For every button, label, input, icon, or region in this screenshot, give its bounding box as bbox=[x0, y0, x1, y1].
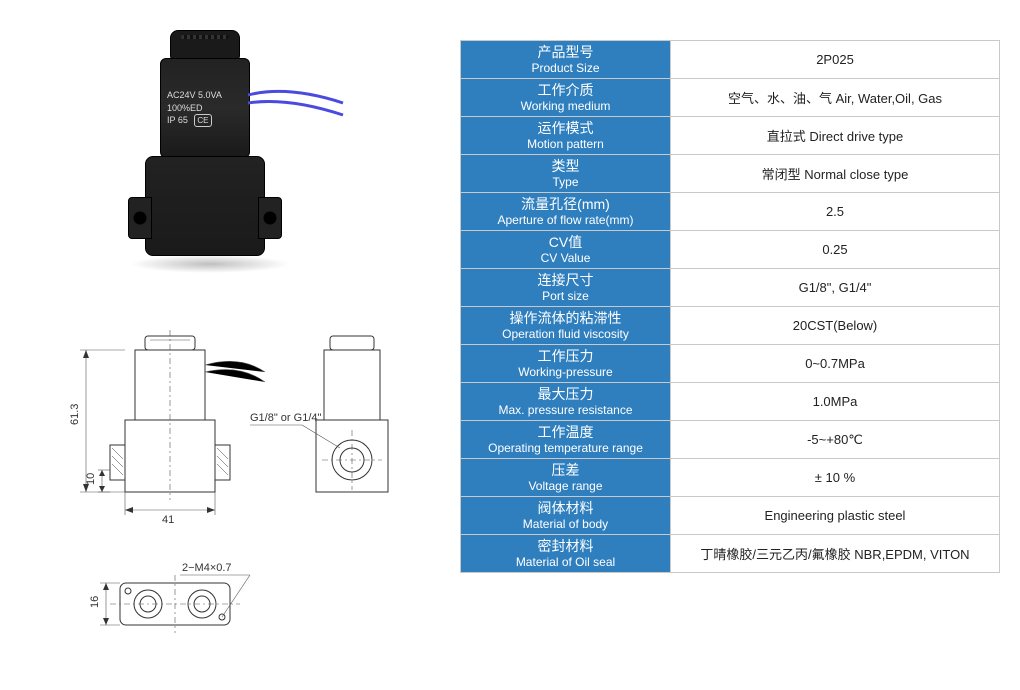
table-row: 运作模式Motion pattern直拉式 Direct drive type bbox=[461, 117, 1000, 155]
spec-label-en: Material of Oil seal bbox=[471, 555, 660, 569]
spec-label-en: Working-pressure bbox=[471, 365, 660, 379]
product-photo: AC24V 5.0VA 100%ED IP 65 CE bbox=[90, 30, 370, 290]
spec-label-en: Port size bbox=[471, 289, 660, 303]
coil-label-line2: 100%ED bbox=[167, 103, 203, 113]
dim-thread: 2−M4×0.7 bbox=[182, 562, 232, 574]
table-row: 最大压力Max. pressure resistance1.0MPa bbox=[461, 383, 1000, 421]
spec-value-cell: 空气、水、油、气 Air, Water,Oil, Gas bbox=[671, 79, 1000, 117]
spec-label-cell: 最大压力Max. pressure resistance bbox=[461, 383, 671, 421]
coil-label-line1: AC24V 5.0VA bbox=[167, 89, 243, 102]
ce-mark-icon: CE bbox=[194, 114, 211, 127]
spec-value-cell: G1/8", G1/4" bbox=[671, 269, 1000, 307]
spec-label-en: Working medium bbox=[471, 99, 660, 113]
spec-label-cell: 连接尺寸Port size bbox=[461, 269, 671, 307]
spec-label-cell: 密封材料Material of Oil seal bbox=[461, 535, 671, 573]
table-row: 压差Voltage range± 10 % bbox=[461, 459, 1000, 497]
table-row: 密封材料Material of Oil seal丁晴橡胶/三元乙丙/氟橡胶 NB… bbox=[461, 535, 1000, 573]
spec-label-cell: 运作模式Motion pattern bbox=[461, 117, 671, 155]
spec-value-cell: 常闭型 Normal close type bbox=[671, 155, 1000, 193]
spec-value-cell: 20CST(Below) bbox=[671, 307, 1000, 345]
table-row: 工作介质Working medium空气、水、油、气 Air, Water,Oi… bbox=[461, 79, 1000, 117]
spec-label-cn: 产品型号 bbox=[471, 44, 660, 61]
spec-label-cell: 压差Voltage range bbox=[461, 459, 671, 497]
spec-label-cell: 工作压力Working-pressure bbox=[461, 345, 671, 383]
spec-label-cn: 流量孔径(mm) bbox=[471, 196, 660, 213]
valve-body-shape bbox=[145, 156, 265, 256]
spec-value-cell: 0.25 bbox=[671, 231, 1000, 269]
spec-label-cell: 流量孔径(mm)Aperture of flow rate(mm) bbox=[461, 193, 671, 231]
spec-value-cell: 2.5 bbox=[671, 193, 1000, 231]
spec-value-cell: Engineering plastic steel bbox=[671, 497, 1000, 535]
spec-value-cell: 直拉式 Direct drive type bbox=[671, 117, 1000, 155]
spec-label-cell: CV值CV Value bbox=[461, 231, 671, 269]
spec-label-en: Product Size bbox=[471, 61, 660, 75]
spec-label-cn: 工作温度 bbox=[471, 424, 660, 441]
valve-wires-icon bbox=[248, 85, 348, 135]
spec-label-en: Operation fluid viscosity bbox=[471, 327, 660, 341]
spec-table: 产品型号Product Size2P025工作介质Working medium空… bbox=[460, 40, 1000, 573]
port-note: G1/8" or G1/4" bbox=[250, 412, 321, 424]
valve-cap-shape bbox=[170, 30, 240, 60]
spec-label-cell: 阀体材料Material of body bbox=[461, 497, 671, 535]
spec-label-en: CV Value bbox=[471, 251, 660, 265]
spec-label-en: Aperture of flow rate(mm) bbox=[471, 213, 660, 227]
spec-label-cn: 压差 bbox=[471, 462, 660, 479]
spec-label-cn: 连接尺寸 bbox=[471, 272, 660, 289]
spec-value-cell: 2P025 bbox=[671, 41, 1000, 79]
table-row: 连接尺寸Port sizeG1/8", G1/4" bbox=[461, 269, 1000, 307]
spec-label-cn: 阀体材料 bbox=[471, 500, 660, 517]
spec-label-en: Max. pressure resistance bbox=[471, 403, 660, 417]
table-row: 类型Type常闭型 Normal close type bbox=[461, 155, 1000, 193]
spec-value-cell: ± 10 % bbox=[671, 459, 1000, 497]
spec-label-cell: 操作流体的粘滞性Operation fluid viscosity bbox=[461, 307, 671, 345]
spec-label-cn: 工作压力 bbox=[471, 348, 660, 365]
spec-label-en: Voltage range bbox=[471, 479, 660, 493]
technical-drawings: 61.3 10 41 G1/8" or G1/4" bbox=[40, 330, 420, 650]
table-row: 阀体材料Material of bodyEngineering plastic … bbox=[461, 497, 1000, 535]
table-row: 工作温度Operating temperature range-5~+80℃ bbox=[461, 421, 1000, 459]
spec-label-cn: 运作模式 bbox=[471, 120, 660, 137]
spec-label-cn: 类型 bbox=[471, 158, 660, 175]
spec-label-en: Motion pattern bbox=[471, 137, 660, 151]
spec-label-cn: 操作流体的粘滞性 bbox=[471, 310, 660, 327]
spec-label-cn: 工作介质 bbox=[471, 82, 660, 99]
table-row: CV值CV Value0.25 bbox=[461, 231, 1000, 269]
table-row: 工作压力Working-pressure0~0.7MPa bbox=[461, 345, 1000, 383]
valve-shadow bbox=[130, 255, 290, 273]
spec-label-cell: 类型Type bbox=[461, 155, 671, 193]
dim-height: 61.3 bbox=[69, 404, 81, 425]
spec-value-cell: 丁晴橡胶/三元乙丙/氟橡胶 NBR,EPDM, VITON bbox=[671, 535, 1000, 573]
table-row: 流量孔径(mm)Aperture of flow rate(mm)2.5 bbox=[461, 193, 1000, 231]
valve-coil-shape: AC24V 5.0VA 100%ED IP 65 CE bbox=[160, 58, 250, 158]
left-column: AC24V 5.0VA 100%ED IP 65 CE bbox=[40, 30, 420, 290]
dim-base-h: 10 bbox=[85, 473, 97, 485]
spec-value-cell: 1.0MPa bbox=[671, 383, 1000, 421]
spec-value-cell: 0~0.7MPa bbox=[671, 345, 1000, 383]
spec-label-cell: 工作介质Working medium bbox=[461, 79, 671, 117]
spec-label-cell: 产品型号Product Size bbox=[461, 41, 671, 79]
spec-label-cn: CV值 bbox=[471, 234, 660, 251]
spec-label-en: Operating temperature range bbox=[471, 441, 660, 455]
table-row: 产品型号Product Size2P025 bbox=[461, 41, 1000, 79]
spec-label-cell: 工作温度Operating temperature range bbox=[461, 421, 671, 459]
dim-bottom-h: 16 bbox=[89, 596, 101, 608]
spec-label-cn: 密封材料 bbox=[471, 538, 660, 555]
coil-label-line3: IP 65 bbox=[167, 115, 188, 125]
spec-label-en: Type bbox=[471, 175, 660, 189]
table-row: 操作流体的粘滞性Operation fluid viscosity20CST(B… bbox=[461, 307, 1000, 345]
spec-value-cell: -5~+80℃ bbox=[671, 421, 1000, 459]
dim-width: 41 bbox=[162, 514, 174, 526]
spec-label-en: Material of body bbox=[471, 517, 660, 531]
spec-label-cn: 最大压力 bbox=[471, 386, 660, 403]
